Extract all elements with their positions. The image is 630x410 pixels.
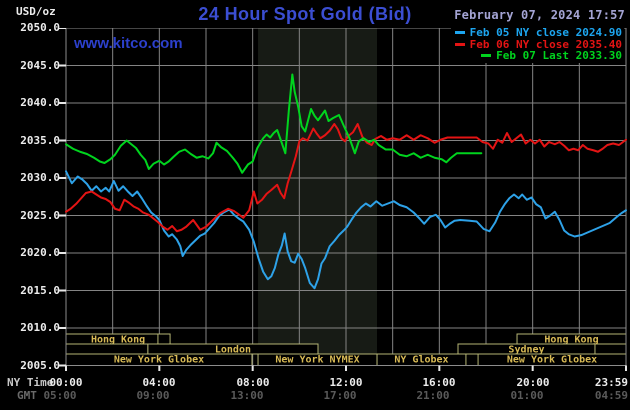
y-tick-label: 2035.0 — [20, 134, 60, 147]
y-axis-tick — [59, 64, 66, 67]
x-tick-label-ny: 00:00 — [49, 376, 83, 389]
y-tick-label: 2050.0 — [20, 21, 60, 34]
x-tick-label-gmt: 04:59 — [594, 389, 628, 402]
x-tick-label-gmt: 13:00 — [230, 389, 264, 402]
price-line-series-2 — [65, 73, 483, 174]
session-label: Sydney — [508, 345, 544, 356]
ny-time-axis-label: NY Time — [7, 376, 54, 389]
session-label: London — [215, 345, 251, 356]
x-tick-label-ny: 04:00 — [142, 376, 176, 389]
legend-label: Feb 06 NY close 2035.40 — [469, 37, 622, 51]
page-title: 24 Hour Spot Gold (Bid) — [198, 4, 412, 24]
x-tick-label-ny: 20:00 — [516, 376, 550, 389]
gmt-axis-label: GMT — [17, 389, 37, 402]
kitco-watermark-link[interactable]: www.kitco.com — [74, 35, 183, 52]
legend-label: Feb 05 NY close 2024.90 — [469, 26, 622, 40]
price-line-series-1 — [65, 123, 627, 233]
session-label: Hong Kong — [91, 335, 145, 346]
nymex-session-band — [258, 28, 378, 366]
x-axis-tick — [531, 365, 534, 371]
legend-line-swatch-icon — [481, 54, 492, 58]
x-tick-label-gmt: 05:00 — [43, 389, 77, 402]
legend-item-feb07: Feb 07 Last 2033.30 — [455, 49, 622, 63]
x-tick-label-gmt: 09:00 — [136, 389, 170, 402]
legend-item-feb06: Feb 06 NY close 2035.40 — [454, 37, 622, 51]
x-tick-label-ny: 16:00 — [422, 376, 456, 389]
x-axis-tick — [345, 365, 347, 371]
y-tick-label: 2040.0 — [20, 96, 60, 109]
y-axis-tick — [59, 28, 66, 29]
y-tick-label: 2015.0 — [20, 284, 60, 297]
y-axis-unit-label: USD/oz — [16, 5, 56, 18]
y-axis-tick — [59, 177, 66, 179]
legend-line-swatch-icon — [454, 42, 465, 46]
y-axis-tick — [59, 139, 66, 142]
legend-line-swatch-icon — [454, 31, 465, 35]
y-axis-tick — [59, 252, 66, 254]
session-label: NY Globex — [394, 355, 448, 366]
x-axis-tick — [65, 365, 67, 371]
session-label: New York NYMEX — [275, 355, 359, 366]
x-axis-tick — [251, 365, 254, 371]
y-tick-label: 2005.0 — [20, 359, 60, 372]
x-tick-label-gmt: 21:00 — [416, 389, 450, 402]
x-axis-tick — [158, 365, 161, 371]
session-bar-unlabeled — [65, 343, 149, 355]
x-tick-label-ny: 08:00 — [236, 376, 270, 389]
chart-datetime: February 07, 2024 17:57 — [454, 8, 625, 22]
session-label: Hong Kong — [544, 335, 598, 346]
legend-label: Feb 07 Last 2033.30 — [496, 49, 622, 63]
y-axis-tick — [59, 102, 66, 104]
legend: Feb 05 NY close 2024.90 Feb 06 NY close … — [450, 26, 624, 63]
y-tick-label: 2045.0 — [20, 59, 60, 72]
y-axis-tick — [59, 289, 66, 292]
y-tick-label: 2030.0 — [20, 171, 60, 184]
y-axis-tick — [59, 327, 66, 329]
x-tick-label-gmt: 01:00 — [510, 389, 544, 402]
legend-item-feb05: Feb 05 NY close 2024.90 — [454, 26, 622, 40]
session-label: New York Globex — [507, 355, 597, 366]
x-tick-label-ny: 23:59 — [594, 376, 628, 389]
x-axis-tick — [438, 365, 441, 371]
y-tick-label: 2025.0 — [20, 209, 60, 222]
x-tick-label-ny: 12:00 — [329, 376, 363, 389]
session-label: New York Globex — [114, 355, 204, 366]
x-axis-tick — [625, 365, 627, 371]
price-line-series-0 — [65, 170, 627, 290]
y-axis-tick — [59, 364, 66, 367]
x-tick-label-gmt: 17:00 — [323, 389, 357, 402]
y-tick-label: 2020.0 — [20, 246, 60, 259]
y-axis-tick — [59, 214, 66, 217]
y-tick-label: 2010.0 — [20, 321, 60, 334]
